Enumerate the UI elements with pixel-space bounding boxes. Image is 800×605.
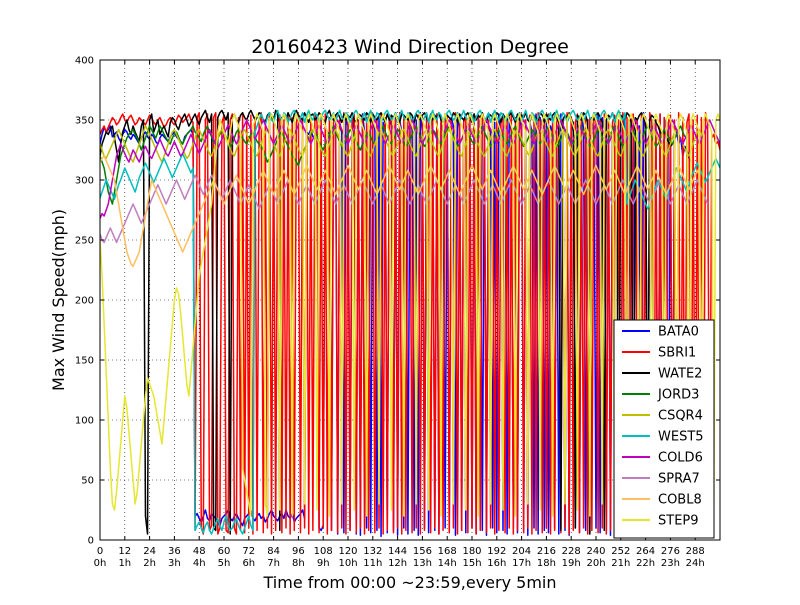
legend-entry: SPRA7	[658, 472, 700, 487]
x-tick-label: 180	[462, 546, 481, 557]
y-tick-label: 350	[75, 116, 94, 127]
legend-entry: COLD6	[658, 451, 703, 466]
x-tick-hour-label: 19h	[562, 558, 581, 569]
series-line-west5	[100, 109, 720, 535]
legend-entry: WEST5	[658, 430, 704, 445]
legend-entry: BATA0	[658, 325, 699, 340]
x-tick-label: 96	[292, 546, 305, 557]
x-tick-hour-label: 20h	[586, 558, 605, 569]
y-axis-label: Max Wind Speed(mph)	[49, 209, 68, 391]
x-tick-hour-label: 9h	[317, 558, 330, 569]
series-line-cobl8	[100, 155, 701, 268]
x-tick-label: 36	[168, 546, 181, 557]
y-tick-label: 0	[88, 536, 94, 547]
x-tick-label: 108	[314, 546, 333, 557]
legend-entry: JORD3	[657, 388, 699, 403]
x-tick-hour-label: 8h	[292, 558, 305, 569]
x-tick-label: 216	[537, 546, 556, 557]
x-tick-label: 156	[413, 546, 432, 557]
x-tick-hour-label: 6h	[242, 558, 255, 569]
x-tick-label: 48	[193, 546, 206, 557]
x-tick-hour-label: 0h	[94, 558, 107, 569]
x-tick-label: 288	[686, 546, 705, 557]
legend-entry: COBL8	[658, 493, 702, 508]
x-tick-hour-label: 17h	[512, 558, 531, 569]
y-tick-label: 50	[81, 476, 94, 487]
x-tick-hour-label: 5h	[218, 558, 231, 569]
x-tick-hour-label: 21h	[611, 558, 630, 569]
x-tick-label: 204	[512, 546, 531, 557]
legend-entry: STEP9	[658, 514, 699, 529]
x-tick-hour-label: 18h	[537, 558, 556, 569]
x-tick-label: 24	[143, 546, 156, 557]
legend: BATA0 SBRI1 WATE2 JORD3 CSQR4 WEST5 COLD6 SPRA7…	[613, 319, 715, 539]
x-tick-label: 60	[218, 546, 231, 557]
x-tick-label: 0	[97, 546, 103, 557]
legend-box	[613, 319, 715, 539]
y-tick-label: 300	[75, 176, 94, 187]
x-tick-hour-label: 22h	[636, 558, 655, 569]
x-tick-label: 132	[363, 546, 382, 557]
x-tick-hour-label: 2h	[143, 558, 156, 569]
legend-entry: WATE2	[658, 367, 702, 382]
x-tick-label: 276	[661, 546, 680, 557]
y-tick-label: 400	[75, 56, 94, 67]
legend-entry: CSQR4	[658, 409, 703, 424]
x-tick-label: 144	[388, 546, 407, 557]
x-tick-hour-label: 13h	[413, 558, 432, 569]
x-tick-label: 264	[636, 546, 655, 557]
x-axis-label: Time from 00:00 ~23:59,every 5min	[263, 573, 557, 592]
x-tick-hour-label: 11h	[363, 558, 382, 569]
x-tick-hour-label: 4h	[193, 558, 206, 569]
x-tick-hour-label: 24h	[686, 558, 705, 569]
chart-title: 20160423 Wind Direction Degree	[251, 36, 569, 58]
x-tick-hour-label: 23h	[661, 558, 680, 569]
x-tick-hour-label: 14h	[438, 558, 457, 569]
x-tick-label: 192	[487, 546, 506, 557]
x-tick-hour-label: 7h	[267, 558, 280, 569]
x-tick-hour-label: 3h	[168, 558, 181, 569]
x-tick-label: 72	[242, 546, 255, 557]
x-tick-hour-label: 12h	[388, 558, 407, 569]
x-tick-label: 228	[562, 546, 581, 557]
y-tick-label: 100	[75, 416, 94, 427]
series-line-wate2	[100, 109, 674, 535]
series-lines	[100, 109, 720, 538]
y-tick-label: 150	[75, 356, 94, 367]
x-tick-hour-label: 15h	[462, 558, 481, 569]
y-tick-label: 200	[75, 296, 94, 307]
x-tick-label: 120	[338, 546, 357, 557]
x-tick-label: 240	[586, 546, 605, 557]
x-tick-hour-label: 10h	[338, 558, 357, 569]
x-tick-label: 12	[118, 546, 131, 557]
y-tick-label: 250	[75, 236, 94, 247]
x-tick-hour-label: 1h	[118, 558, 131, 569]
x-tick-label: 84	[267, 546, 280, 557]
series-line-step9	[100, 113, 720, 517]
x-tick-label: 252	[611, 546, 630, 557]
x-tick-label: 168	[438, 546, 457, 557]
legend-entry: SBRI1	[658, 346, 696, 361]
x-tick-hour-label: 16h	[487, 558, 506, 569]
